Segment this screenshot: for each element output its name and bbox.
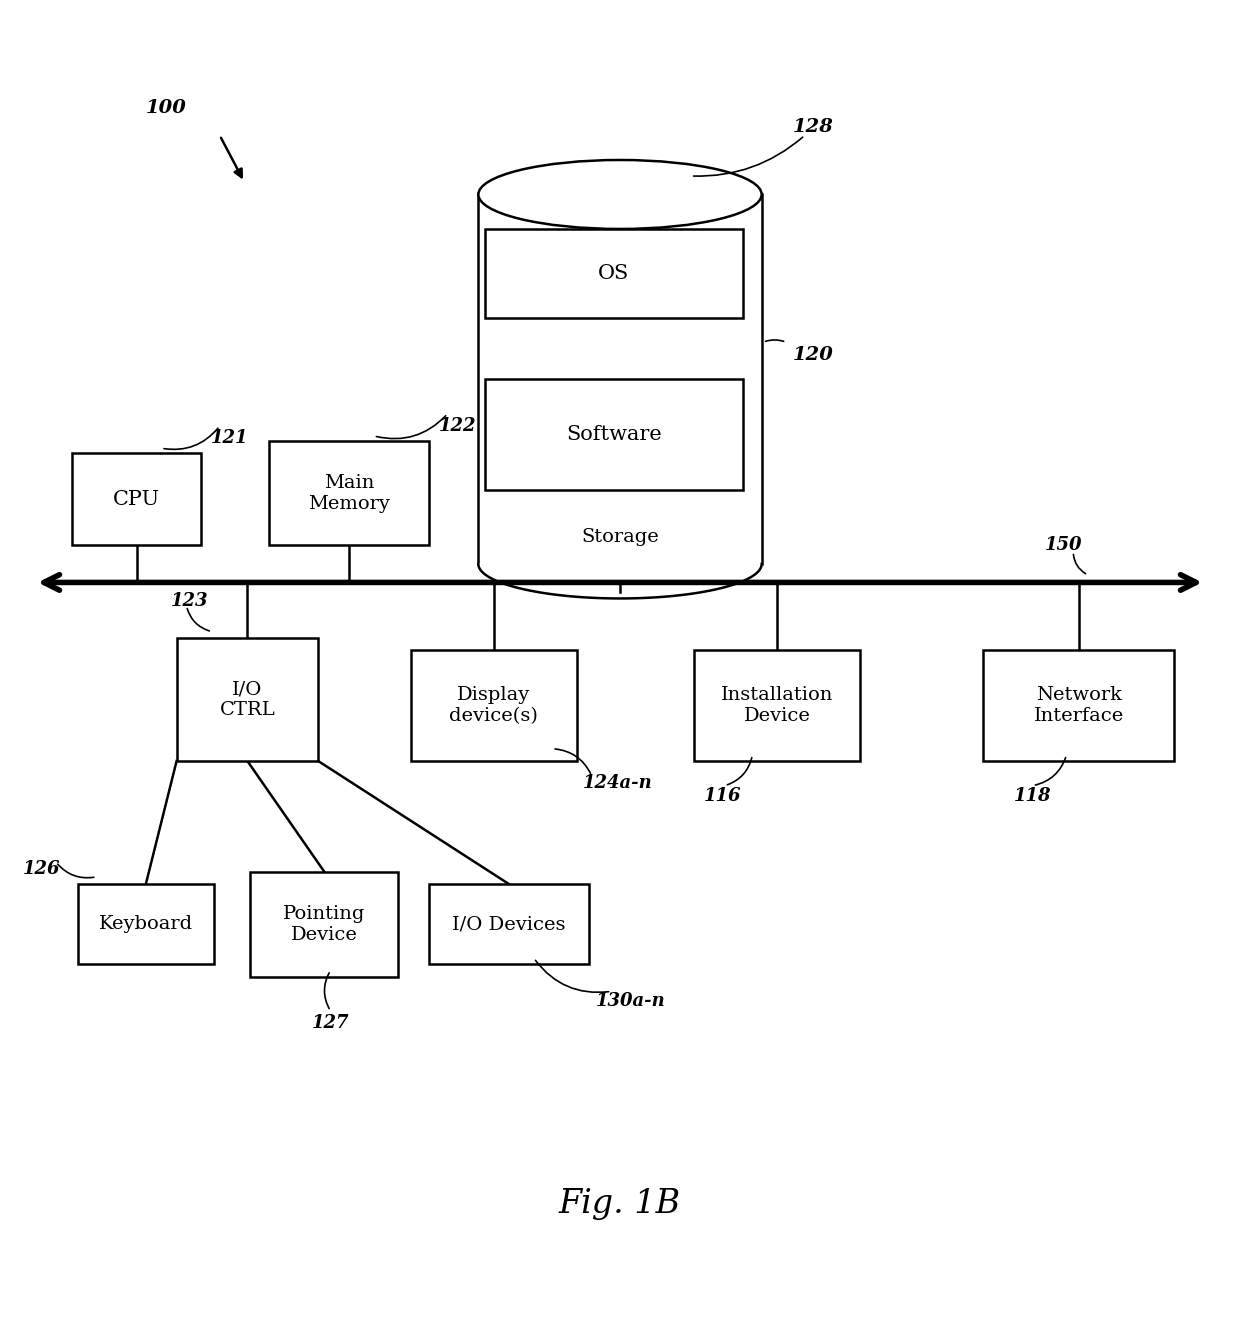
Text: 116: 116 bbox=[704, 787, 742, 804]
Bar bbox=[479, 195, 761, 564]
Text: 127: 127 bbox=[312, 1015, 350, 1032]
Text: 121: 121 bbox=[211, 429, 248, 448]
Text: Installation
Device: Installation Device bbox=[720, 686, 833, 725]
Text: 126: 126 bbox=[22, 860, 61, 878]
Bar bbox=[250, 872, 398, 977]
Bar bbox=[485, 229, 743, 318]
Text: Main
Memory: Main Memory bbox=[308, 474, 389, 513]
Text: 118: 118 bbox=[1014, 787, 1052, 804]
Polygon shape bbox=[479, 564, 761, 599]
Text: OS: OS bbox=[598, 264, 630, 282]
Text: 120: 120 bbox=[792, 346, 833, 363]
Bar bbox=[410, 651, 577, 761]
Text: 130a-n: 130a-n bbox=[595, 992, 665, 1010]
Text: I/O
CTRL: I/O CTRL bbox=[219, 680, 275, 719]
Text: CPU: CPU bbox=[113, 490, 160, 509]
Text: 150: 150 bbox=[1045, 537, 1083, 554]
Text: 100: 100 bbox=[146, 99, 187, 117]
Bar bbox=[485, 379, 743, 490]
Bar bbox=[983, 651, 1174, 761]
Ellipse shape bbox=[479, 160, 761, 229]
Text: 122: 122 bbox=[439, 417, 476, 435]
Bar bbox=[72, 453, 201, 546]
Text: Display
device(s): Display device(s) bbox=[449, 686, 538, 725]
Bar bbox=[176, 637, 319, 761]
Text: 128: 128 bbox=[792, 118, 833, 135]
Bar bbox=[269, 441, 429, 546]
Text: 124a-n: 124a-n bbox=[583, 774, 652, 792]
Text: Software: Software bbox=[565, 425, 662, 444]
Text: Network
Interface: Network Interface bbox=[1034, 686, 1123, 725]
Text: Storage: Storage bbox=[582, 527, 658, 546]
Text: Keyboard: Keyboard bbox=[99, 916, 193, 933]
Text: Pointing
Device: Pointing Device bbox=[283, 905, 366, 943]
Bar bbox=[694, 651, 861, 761]
Text: 123: 123 bbox=[170, 592, 208, 610]
Text: Fig. 1B: Fig. 1B bbox=[559, 1189, 681, 1220]
Bar bbox=[429, 884, 589, 965]
Bar bbox=[78, 884, 213, 965]
Text: I/O Devices: I/O Devices bbox=[453, 916, 565, 933]
